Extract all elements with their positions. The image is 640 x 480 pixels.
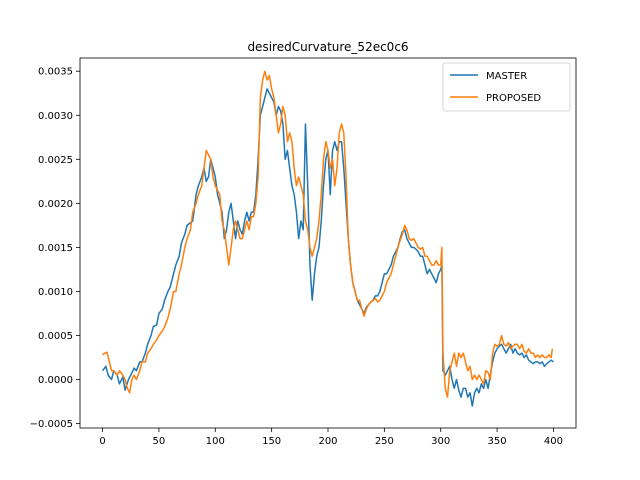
x-tick-label: 250	[375, 436, 394, 447]
axes-frame	[79, 57, 577, 429]
series-line-proposed	[102, 70, 554, 398]
y-tick-label: 0.0030	[38, 111, 73, 122]
y-tick-label: −0.0005	[30, 419, 73, 430]
y-axis: −0.0005 0.0000 0.0005 0.0010 0.0015 0.0020 0.0…	[30, 67, 80, 430]
x-tick-label: 300	[431, 436, 450, 447]
y-tick-label: 0.0025	[38, 155, 73, 166]
y-tick-label: 0.0035	[38, 67, 73, 78]
y-tick-label: 0.0015	[38, 243, 73, 254]
x-tick-label: 150	[262, 436, 281, 447]
x-axis: 0 50 100 150 200 250 300 350 400	[99, 428, 563, 447]
legend-label-proposed: PROPOSED	[486, 93, 541, 104]
x-tick-label: 400	[544, 436, 563, 447]
x-tick-label: 50	[153, 436, 166, 447]
x-tick-label: 200	[318, 436, 337, 447]
legend-label-master: MASTER	[486, 71, 527, 82]
plot-area	[79, 57, 577, 429]
x-tick-label: 100	[206, 436, 225, 447]
y-tick-label: 0.0000	[38, 375, 73, 386]
x-tick-label: 0	[99, 436, 105, 447]
x-tick-label: 350	[488, 436, 507, 447]
series-layer	[101, 70, 554, 407]
legend: MASTER PROPOSED	[442, 62, 571, 112]
y-tick-label: 0.0005	[38, 331, 73, 342]
chart-title: desiredCurvature_52ec0c6	[247, 40, 408, 54]
series-line-master	[101, 88, 554, 407]
y-tick-label: 0.0020	[38, 199, 73, 210]
y-tick-label: 0.0010	[38, 287, 73, 298]
